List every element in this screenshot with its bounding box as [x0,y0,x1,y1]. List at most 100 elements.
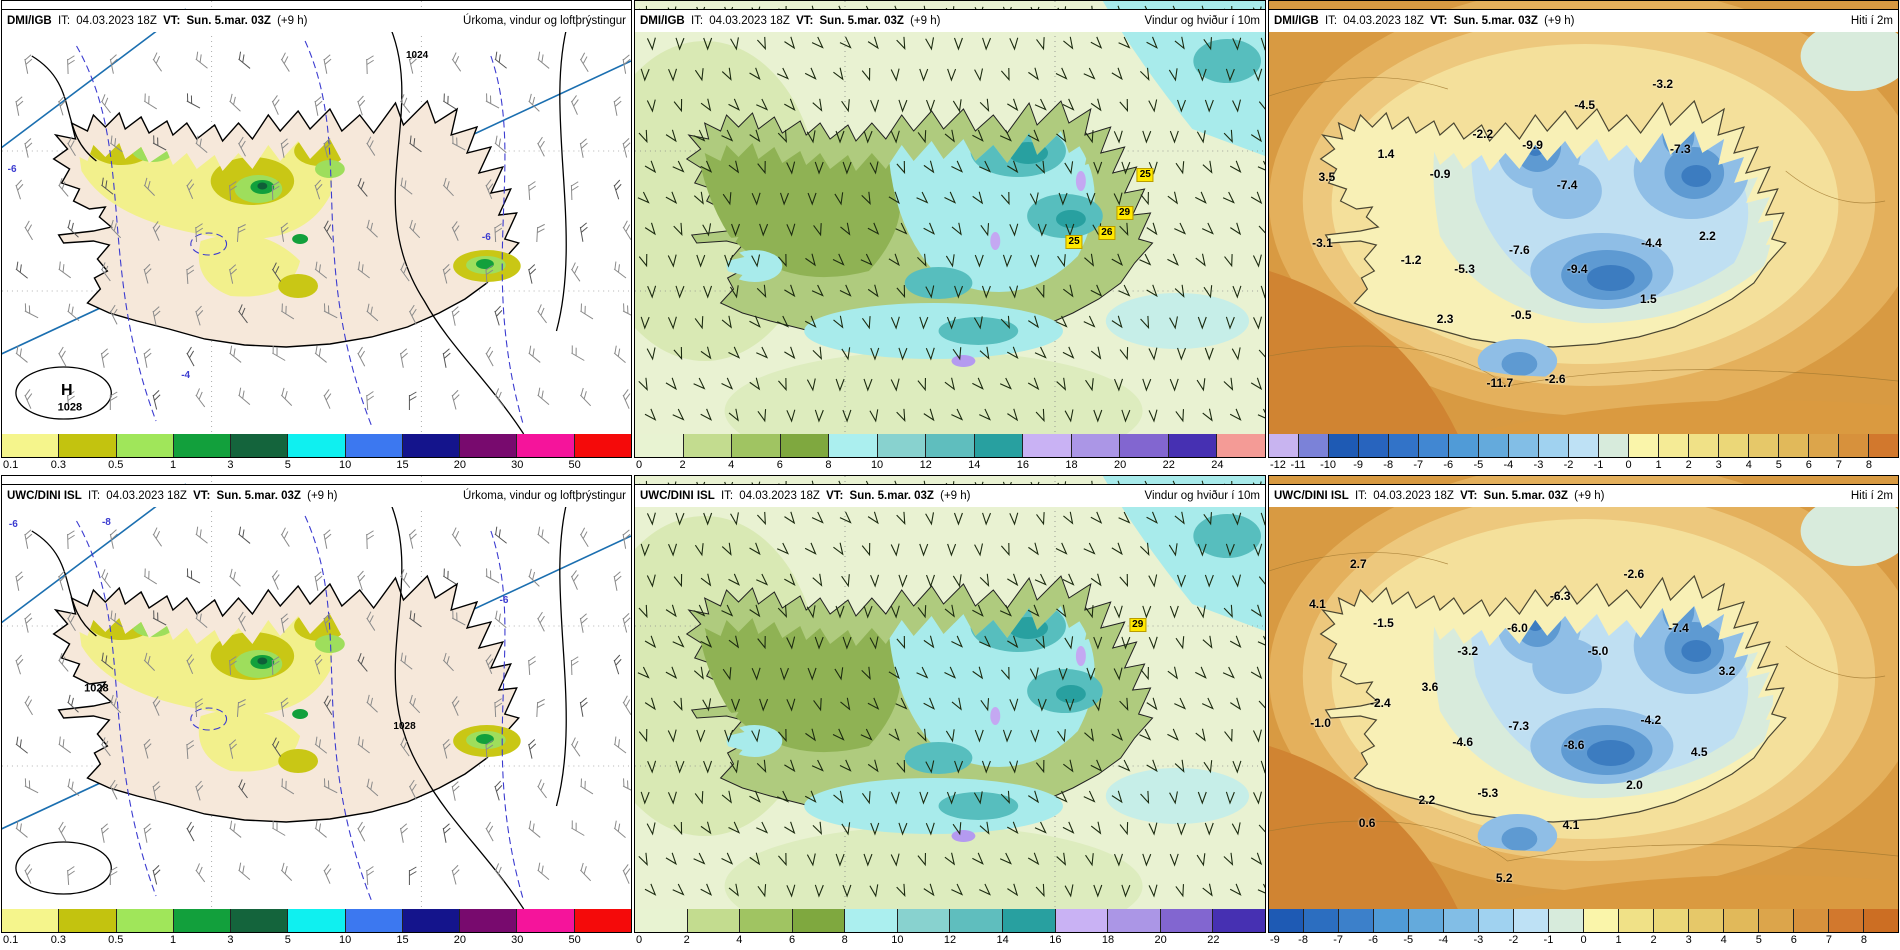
colorbar-segment [460,909,518,932]
isotherm-label: -6 [7,163,17,175]
parameter-name: Hiti í 2m [1850,490,1893,502]
colorbar [1268,908,1899,933]
temp-label: -9.4 [1566,262,1588,277]
colorbar-segment [1794,909,1829,932]
colorbar-tick: -3 [1473,934,1484,946]
colorbar-segment [517,909,575,932]
temp-label: -7.3 [1508,718,1530,733]
colorbar-tick: 5 [1775,459,1782,471]
parameter-name: Vindur og hviður í 10m [1144,490,1261,502]
temp-label: -1.5 [1373,616,1394,631]
colorbar-segment [1864,909,1898,932]
weather-map: UWC/DINI ISL IT: 04.03.2023 18Z VT: Sun.… [1268,475,1899,910]
isotherm-label: -6 [499,595,509,607]
isotherm-label: -6 [481,231,491,243]
pressure-label: 1028 [84,682,109,695]
colorbar-segment [1409,909,1444,932]
colorbar-tick: -1 [1543,934,1554,946]
parameter-name: Hiti í 2m [1850,15,1893,27]
colorbar-segment [402,909,461,932]
colorbar-segment [1120,434,1169,457]
temp-label: -7.4 [1556,178,1578,193]
colorbar-tick: -7 [1413,459,1424,471]
colorbar-segment [1374,909,1409,932]
temp-label: -6.0 [1507,620,1528,635]
init-time-label: IT: [690,15,704,27]
temp-label: 2.2 [1418,792,1436,807]
colorbar-segment [231,434,289,457]
map-annotations: 2.7 -2.6 4.1 -1.5 -6.3 -6.0 -3.2 -5.0 -7.4 3.2 3.6… [1269,476,1898,909]
panel-header: UWC/DINI ISL IT: 04.03.2023 18Z VT: Sun.… [1269,484,1898,507]
temp-label: -4.2 [1640,713,1662,728]
map-graphics [635,1,1265,434]
colorbar-tick: 3 [227,934,234,946]
colorbar-tick: 0.5 [108,459,124,471]
panel-header: DMI/IGB IT: 04.03.2023 18Z VT: Sun. 5.ma… [1269,9,1898,32]
temp-label: 4.1 [1309,597,1326,612]
colorbar-segment [1629,434,1659,457]
colorbar-ticks: -12 -11 -10 -9 -8 -7 -6 -5 -4 -3 -2 -1 0 1 2 3 4 5 6 7 8 [1268,459,1899,474]
valid-time-value: Sun. 5.mar. 03Z [1483,490,1568,502]
colorbar-tick: -5 [1403,934,1414,946]
colorbar [1,433,632,458]
colorbar-tick: 2 [679,459,686,471]
colorbar-tick: 6 [1805,459,1812,471]
colorbar-tick: -12 [1270,459,1286,471]
colorbar-tick: -9 [1270,934,1280,946]
colorbar-tick: -3 [1533,459,1544,471]
colorbar-ticks: -9 -8 -7 -6 -5 -4 -3 -2 -1 0 1 2 3 4 5 6 7 8 [1268,934,1899,949]
init-time-label: IT: [57,15,71,27]
colorbar-tick: -5 [1473,459,1484,471]
colorbar-segment [1659,434,1689,457]
colorbar-tick: 0 [1625,459,1632,471]
temp-label: 2.3 [1436,311,1454,326]
colorbar-segment [1689,434,1719,457]
colorbar-segment [1304,909,1339,932]
colorbar-segment [402,434,461,457]
colorbar [1268,433,1899,458]
colorbar-segment [460,434,518,457]
init-time-label: IT: [87,490,101,502]
temp-label: -1.2 [1400,252,1422,267]
colorbar-tick: 4 [1720,934,1727,946]
colorbar-tick: 4 [728,459,735,471]
colorbar-segment [1071,434,1121,457]
forecast-offset: (+9 h) [910,15,941,27]
colorbar-segment [1539,434,1569,457]
colorbar-tick: 0.5 [108,934,124,946]
colorbar-tick: 20 [1154,934,1167,946]
colorbar-segment [1449,434,1479,457]
temp-label: -2.6 [1544,372,1566,386]
colorbar-segment [1003,909,1056,932]
temp-label: -11.7 [1486,375,1514,390]
colorbar-tick: 1 [1615,934,1622,946]
colorbar-tick: 22 [1162,459,1175,471]
colorbar-segment [116,434,174,457]
model-name: DMI/IGB [640,15,685,27]
colorbar-tick: 8 [825,459,832,471]
colorbar-tick: 6 [776,459,783,471]
panel-uwc-precip: UWC/DINI ISL IT: 04.03.2023 18Z VT: Sun.… [0,475,633,950]
colorbar-tick: 5 [284,934,291,946]
pressure-sm-label: 1028 [393,721,416,733]
temp-label: -7.3 [1670,142,1691,157]
temp-label: -3.2 [1457,643,1479,658]
map-annotations: 29 [635,476,1265,909]
colorbar-tick: 0.1 [3,934,19,946]
colorbar-segment [845,909,898,932]
colorbar-segment [1419,434,1449,457]
colorbar-segment [687,909,741,932]
colorbar-segment [683,434,733,457]
valid-time-label: VT: [796,15,814,27]
colorbar-tick: 16 [1016,459,1030,471]
model-name: UWC/DINI ISL [7,490,82,502]
colorbar-segment [517,434,575,457]
colorbar [634,433,1266,458]
colorbar-tick: 2 [683,934,690,946]
temp-label: 3.6 [1421,679,1439,694]
colorbar-tick: 8 [841,934,848,946]
colorbar-segment [1839,434,1869,457]
colorbar-segment [1168,434,1218,457]
model-name: UWC/DINI ISL [640,490,715,502]
temp-label: -0.9 [1429,167,1451,182]
